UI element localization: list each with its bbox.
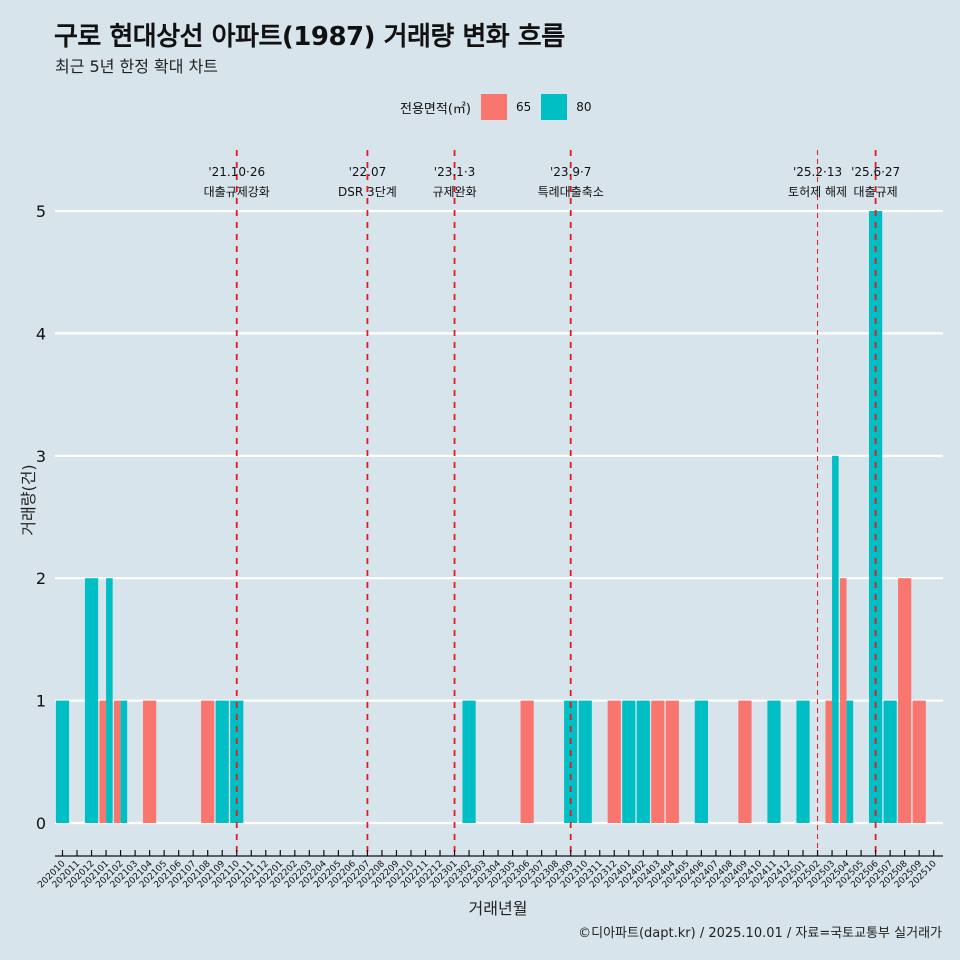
chart-subtitle: 최근 5년 한정 확대 차트 — [55, 57, 219, 76]
bar-202409-65 — [738, 700, 752, 823]
bar-202503-80 — [832, 455, 839, 823]
bar-202102-65 — [113, 700, 121, 823]
legend-label-65: 65 — [515, 100, 532, 114]
bar-202310-80 — [578, 700, 592, 823]
x-axis: 2020102020112020122021012021022021032021… — [36, 850, 943, 890]
x-axis-title: 거래년월 — [469, 899, 528, 918]
bar-202504-65 — [839, 578, 847, 823]
event-label: 토허제 해제 — [788, 185, 847, 199]
bar-202501-80 — [796, 700, 810, 823]
bar-202403-65 — [651, 700, 665, 823]
bar-202012-80 — [84, 578, 99, 823]
bar-202508-65 — [898, 578, 912, 823]
legend-title: 전용면적(㎡) — [400, 101, 471, 117]
bar-202306-65 — [520, 700, 534, 823]
bar-202309-80 — [564, 700, 578, 823]
event-label: 대출규제강화 — [204, 185, 270, 199]
bar-202108-65 — [201, 700, 215, 823]
bar-202404-65 — [665, 700, 679, 823]
legend: 전용면적(㎡) 65 80 — [400, 93, 602, 121]
event-date: '25.2·13 — [793, 165, 842, 179]
bar-202507-80 — [883, 700, 897, 823]
y-axis-ticks: 0 1 2 3 4 5 — [36, 202, 46, 833]
bar-202503-65 — [825, 700, 833, 823]
legend-swatch-65 — [480, 94, 507, 120]
event-annotations: '21.10·26 대출규제강화 '22.07 DSR 3단계 '23.1·3 규제완화 '… — [204, 165, 901, 199]
bar-202302-80 — [462, 700, 476, 823]
event-label: DSR 3단계 — [338, 185, 397, 199]
bar-202102-80 — [120, 700, 128, 823]
y-axis-title: 거래량(건) — [19, 464, 38, 535]
y-tick-label: 4 — [36, 324, 46, 343]
event-date: '22.07 — [349, 165, 387, 179]
y-tick-label: 1 — [36, 692, 46, 711]
bar-202406-80 — [694, 700, 708, 823]
bar-202101-65 — [99, 700, 107, 823]
bar-202402-80 — [636, 700, 650, 823]
event-lines — [235, 150, 877, 852]
bar-202101-80 — [106, 578, 113, 823]
source-caption: ©디아파트(dapt.kr) / 2025.10.01 / 자료=국토교통부 실… — [578, 926, 942, 941]
event-date: '21.10·26 — [208, 165, 265, 179]
bar-202312-65 — [607, 700, 621, 823]
bar-202109-80 — [215, 700, 229, 823]
y-tick-label: 2 — [36, 569, 46, 588]
event-date: '25.6·27 — [851, 165, 900, 179]
bars — [55, 211, 926, 823]
legend-label-80: 80 — [576, 100, 592, 114]
bar-202504-80 — [846, 700, 854, 823]
bar-202401-80 — [622, 700, 636, 823]
y-tick-label: 5 — [36, 202, 46, 221]
event-label: 대출규제 — [854, 185, 898, 199]
bar-202104-65 — [143, 700, 157, 823]
bar-202110-80 — [230, 700, 244, 823]
bar-202010-80 — [55, 700, 70, 823]
bar-202506-80 — [869, 211, 883, 823]
grid-lines — [55, 209, 943, 825]
event-date: '23.9·7 — [550, 165, 591, 179]
event-date: '23.1·3 — [434, 165, 475, 179]
bar-202509-65 — [912, 700, 926, 823]
event-label: 규제완화 — [432, 185, 476, 199]
y-tick-label: 3 — [36, 447, 46, 466]
legend-swatch-80 — [541, 94, 568, 120]
bar-202411-80 — [767, 700, 781, 823]
event-label: 특례대출축소 — [538, 185, 604, 199]
chart-title: 구로 현대상선 아파트(1987) 거래량 변화 흐름 — [54, 22, 565, 52]
y-tick-label: 0 — [36, 814, 46, 833]
